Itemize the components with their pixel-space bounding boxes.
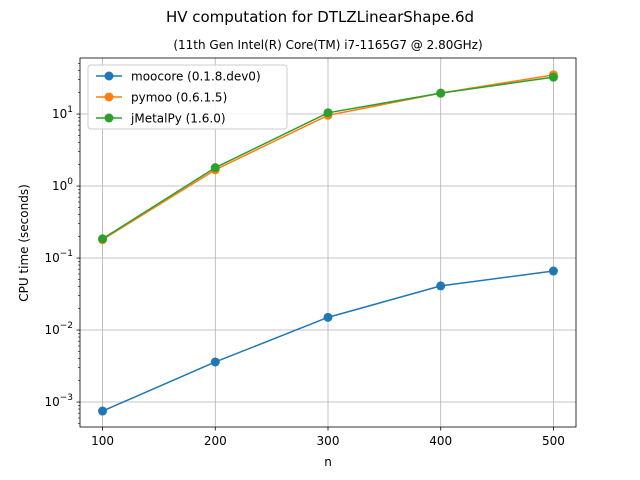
y-tick-label: 10−2	[44, 321, 73, 337]
x-tick-label: 500	[542, 434, 565, 448]
y-axis-label: CPU time (seconds)	[17, 184, 31, 302]
x-axis-label: n	[324, 455, 332, 469]
y-tick-label: 10−3	[44, 393, 73, 409]
legend-label: pymoo (0.6.1.5)	[131, 91, 227, 105]
y-tick-label: 10−1	[44, 249, 73, 265]
data-point	[210, 357, 220, 367]
legend-marker	[104, 113, 114, 123]
data-point	[548, 266, 558, 276]
data-point	[548, 72, 558, 82]
data-point	[98, 234, 108, 244]
data-point	[323, 108, 333, 118]
legend-label: jMetalPy (1.6.0)	[130, 112, 226, 126]
legend-marker	[104, 71, 114, 81]
chart-title: HV computation for DTLZLinearShape.6d	[166, 8, 474, 26]
x-tick-label: 300	[317, 434, 340, 448]
y-tick-label: 101	[52, 105, 73, 121]
legend-box	[87, 64, 288, 130]
x-tick-label: 400	[429, 434, 452, 448]
legend-marker	[104, 92, 114, 102]
x-tick-label: 200	[204, 434, 227, 448]
data-point	[210, 163, 220, 173]
data-point	[323, 312, 333, 322]
x-tick-label: 100	[91, 434, 114, 448]
legend-label: moocore (0.1.8.dev0)	[131, 70, 261, 84]
data-point	[436, 281, 446, 291]
chart-subtitle: (11th Gen Intel(R) Core(TM) i7-1165G7 @ …	[173, 38, 482, 52]
plot-area: 100 200 300 400 500 10−3 10−2 10−1 100 101 moocore…	[44, 57, 577, 448]
y-tick-label: 100	[52, 177, 73, 193]
data-point	[436, 88, 446, 98]
data-point	[98, 406, 108, 416]
